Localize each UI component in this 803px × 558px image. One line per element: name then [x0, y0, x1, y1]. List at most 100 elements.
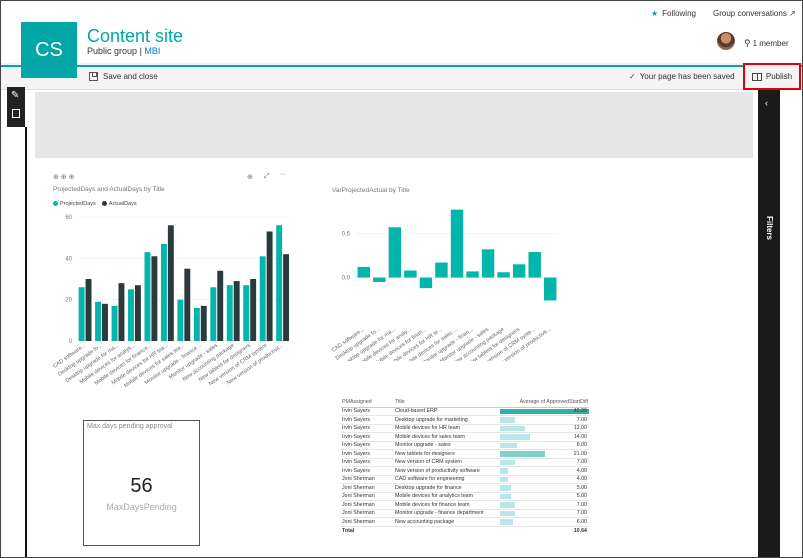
- cell-value: 5.00: [576, 493, 587, 500]
- cell-value: 14.00: [573, 433, 587, 440]
- checkmark-icon: ✓: [629, 72, 636, 81]
- report-header-band: [35, 92, 753, 158]
- table-row[interactable]: Irvin Sayers Mobile devices for sales tea…: [341, 432, 589, 442]
- table-cell: 6.00: [500, 517, 589, 527]
- table-row[interactable]: Irvin Sayers New version of CRM system 7.0…: [341, 458, 589, 467]
- column-header[interactable]: PMAssigned: [341, 398, 394, 408]
- data-bar: [500, 451, 545, 457]
- chart1-legend: ProjectedDays ActualDays: [53, 201, 137, 207]
- bar: [250, 279, 257, 341]
- bar: [78, 287, 85, 341]
- publish-button[interactable]: Publish: [743, 63, 801, 90]
- focus-mode-icon[interactable]: ⤢: [264, 173, 270, 180]
- table-cell: Mobile devices for HR team: [394, 424, 500, 433]
- drill-up-icon[interactable]: ⊕ ⊕ ⊕: [53, 174, 75, 181]
- table-row[interactable]: Joni Sherman Mobile devices for finance t…: [341, 500, 589, 510]
- trash-icon[interactable]: [12, 109, 20, 118]
- table-row[interactable]: Joni Sherman New accounting package 6.00: [341, 517, 589, 527]
- members-button[interactable]: ⚲ 1 member: [744, 38, 789, 49]
- filters-pane[interactable]: ‹ Filters: [758, 90, 780, 557]
- table-cell: 4.00: [500, 475, 589, 484]
- data-bar: [500, 493, 511, 499]
- legend-label: ActualDays: [108, 201, 137, 207]
- data-bar: [500, 519, 513, 525]
- table-cell: Monitor upgrade - sales: [394, 441, 500, 450]
- table-total-row[interactable]: Total 10.64: [341, 526, 589, 535]
- group-classification-link[interactable]: MBI: [144, 46, 161, 56]
- table-cell: Desktop upgrade for finance: [394, 483, 500, 493]
- table-row[interactable]: Joni Sherman Monitor upgrade - finance de…: [341, 509, 589, 518]
- table-cell: [394, 526, 500, 535]
- table-row[interactable]: Irvin Sayers Cloud-based ERP 42.00: [341, 407, 589, 416]
- table-row[interactable]: Irvin Sayers Monitor upgrade - sales 8.00: [341, 441, 589, 450]
- column-header[interactable]: Title: [394, 398, 500, 408]
- bar: [118, 283, 125, 341]
- bar: [160, 243, 167, 341]
- subtitle-separator: |: [139, 46, 142, 56]
- table-cell: Mobile devices for analytics team: [394, 492, 500, 501]
- site-logo[interactable]: CS: [21, 22, 77, 78]
- legend-label: ProjectedDays: [60, 201, 96, 207]
- avatar[interactable]: [717, 32, 735, 50]
- card-title: Max days pending approval: [87, 423, 173, 430]
- table-row[interactable]: Irvin Sayers Desktop upgrade for marketin…: [341, 415, 589, 425]
- legend-item[interactable]: ProjectedDays: [53, 201, 96, 207]
- table-row[interactable]: Joni Sherman CAD software for engineering…: [341, 475, 589, 484]
- bar: [243, 285, 250, 341]
- bar: [151, 256, 158, 341]
- chevron-left-icon[interactable]: ‹: [765, 98, 768, 108]
- member-count: 1 member: [752, 39, 789, 48]
- save-and-close-button[interactable]: Save and close: [89, 72, 158, 81]
- webpart-selection-border: [25, 127, 27, 557]
- legend-item[interactable]: ActualDays: [101, 201, 137, 207]
- table-row[interactable]: Joni Sherman Desktop upgrade for finance 5…: [341, 483, 589, 493]
- bar: [466, 271, 479, 278]
- site-title[interactable]: Content site: [87, 26, 184, 46]
- cell-value: 21.00: [573, 450, 587, 457]
- table-row[interactable]: Irvin Sayers New tablets for designers 21.…: [341, 449, 589, 459]
- y-tick-label: 0.0: [342, 276, 351, 282]
- table-cell: 5.00: [500, 483, 589, 493]
- group-conversations-link[interactable]: Group conversations ↗: [713, 9, 796, 18]
- bar: [111, 305, 118, 341]
- following-button[interactable]: ★ Following: [651, 9, 696, 18]
- max-days-pending-card[interactable]: Max days pending approval 56 MaxDaysPend…: [83, 420, 200, 546]
- pencil-icon[interactable]: ✎: [11, 90, 20, 101]
- table-row[interactable]: Joni Sherman Mobile devices for analytics…: [341, 492, 589, 501]
- approval-table[interactable]: PMAssigned Title Average of ApprovedStar…: [341, 398, 589, 535]
- table-cell: Mobile devices for sales team: [394, 432, 500, 442]
- bar: [512, 264, 526, 278]
- table-cell: Joni Sherman: [341, 500, 394, 510]
- more-options-icon[interactable]: ···: [279, 171, 286, 178]
- cell-value: 42.00: [573, 408, 587, 415]
- cell-value: 12.00: [573, 425, 587, 432]
- column-header[interactable]: Average of ApprovedStartDiff: [500, 398, 589, 408]
- table-cell: 21.00: [500, 449, 589, 459]
- table-row[interactable]: Irvin Sayers New version of productivity …: [341, 466, 589, 476]
- bar: [210, 287, 217, 341]
- table-cell: CAD software for engineering: [394, 475, 500, 484]
- save-status-text: Your page has been saved: [639, 72, 735, 81]
- cell-value: 7.00: [576, 501, 587, 508]
- table-cell: Joni Sherman: [341, 517, 394, 527]
- table-cell: 14.00: [500, 432, 589, 442]
- save-icon: [89, 72, 98, 81]
- bar: [497, 272, 510, 278]
- bar: [266, 231, 273, 341]
- webpart-edit-toolbar: ✎: [7, 87, 25, 127]
- table-cell: 4.00: [500, 466, 589, 476]
- person-icon: ⚲: [744, 38, 751, 48]
- table-cell: Irvin Sayers: [341, 441, 394, 450]
- drill-down-icon[interactable]: ⊕: [247, 174, 253, 181]
- table-cell: 12.00: [500, 424, 589, 433]
- chart1-title: ProjectedDays and ActualDays by Title: [53, 186, 165, 193]
- bar: [357, 266, 370, 278]
- bar: [435, 262, 448, 278]
- bar: [102, 303, 108, 341]
- data-bar: [500, 425, 526, 431]
- table-row[interactable]: Irvin Sayers Mobile devices for HR team 12…: [341, 424, 589, 433]
- table-cell: New version of productivity software: [394, 466, 500, 476]
- bar: [259, 256, 266, 341]
